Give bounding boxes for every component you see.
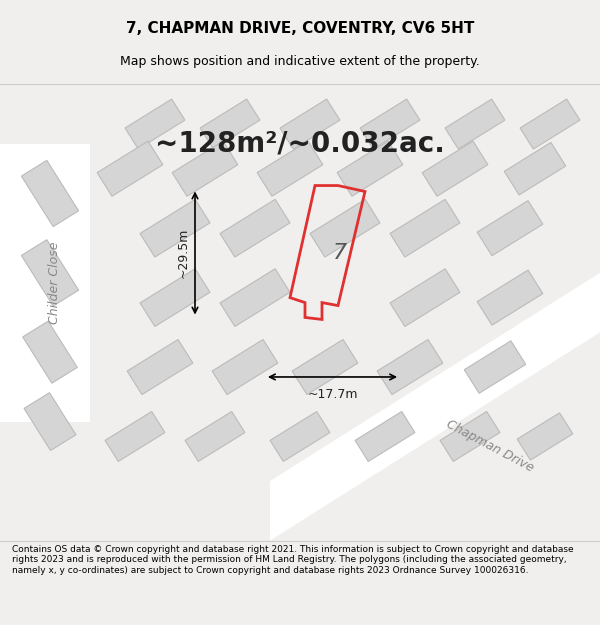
- Polygon shape: [257, 141, 323, 196]
- Polygon shape: [140, 269, 210, 326]
- Text: 7, CHAPMAN DRIVE, COVENTRY, CV6 5HT: 7, CHAPMAN DRIVE, COVENTRY, CV6 5HT: [126, 21, 474, 36]
- Polygon shape: [360, 99, 420, 149]
- Polygon shape: [220, 199, 290, 257]
- Polygon shape: [172, 141, 238, 196]
- Polygon shape: [0, 144, 90, 422]
- Polygon shape: [445, 99, 505, 149]
- Polygon shape: [517, 413, 573, 460]
- Polygon shape: [220, 269, 290, 326]
- Polygon shape: [22, 161, 79, 227]
- Polygon shape: [377, 339, 443, 394]
- Polygon shape: [125, 99, 185, 149]
- Polygon shape: [22, 240, 79, 306]
- Polygon shape: [270, 411, 330, 461]
- Polygon shape: [97, 141, 163, 196]
- Polygon shape: [504, 142, 566, 195]
- Polygon shape: [23, 321, 77, 383]
- Text: 7: 7: [333, 243, 347, 263]
- Polygon shape: [355, 411, 415, 461]
- Polygon shape: [310, 199, 380, 257]
- Text: ~128m²/~0.032ac.: ~128m²/~0.032ac.: [155, 130, 445, 158]
- Polygon shape: [200, 99, 260, 149]
- Text: ~29.5m: ~29.5m: [176, 228, 190, 278]
- Polygon shape: [280, 99, 340, 149]
- Polygon shape: [390, 199, 460, 257]
- Text: Childer Close: Childer Close: [49, 241, 62, 324]
- Polygon shape: [337, 141, 403, 196]
- Text: Chapman Drive: Chapman Drive: [444, 418, 536, 475]
- Polygon shape: [422, 141, 488, 196]
- Polygon shape: [520, 99, 580, 149]
- Polygon shape: [185, 411, 245, 461]
- Polygon shape: [464, 341, 526, 393]
- Polygon shape: [440, 411, 500, 461]
- Polygon shape: [477, 201, 543, 256]
- Polygon shape: [140, 199, 210, 257]
- Polygon shape: [477, 270, 543, 325]
- Polygon shape: [212, 339, 278, 394]
- Text: Map shows position and indicative extent of the property.: Map shows position and indicative extent…: [120, 55, 480, 68]
- Polygon shape: [270, 273, 600, 541]
- Text: ~17.7m: ~17.7m: [307, 388, 358, 401]
- Polygon shape: [390, 269, 460, 326]
- Polygon shape: [292, 339, 358, 394]
- Polygon shape: [127, 339, 193, 394]
- Polygon shape: [105, 411, 165, 461]
- Text: Contains OS data © Crown copyright and database right 2021. This information is : Contains OS data © Crown copyright and d…: [12, 545, 574, 574]
- Polygon shape: [24, 392, 76, 451]
